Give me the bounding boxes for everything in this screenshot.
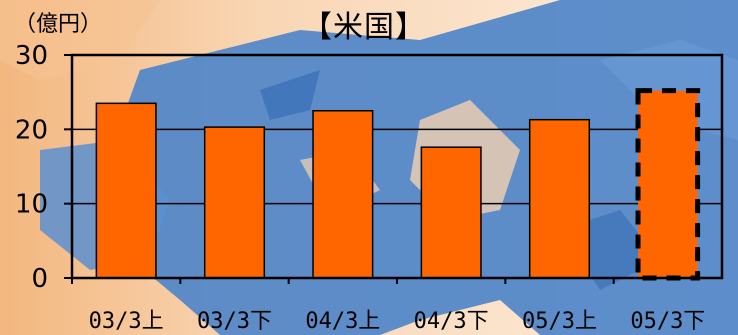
bar-projected — [635, 88, 701, 281]
x-tick-label: 04/3下 — [414, 309, 489, 334]
bar — [420, 146, 482, 279]
x-tick-label: 05/3上 — [522, 309, 597, 334]
y-tick-label: 10 — [15, 190, 48, 220]
bar — [312, 110, 374, 279]
bar — [203, 126, 266, 279]
y-tick-label: 30 — [15, 41, 48, 71]
x-tick-label: 03/3下 — [197, 309, 272, 334]
x-tick-label: 04/3上 — [305, 309, 380, 334]
x-tick-label: 03/3上 — [89, 309, 164, 334]
bar — [95, 102, 157, 279]
plot-frame — [70, 53, 724, 280]
chart-title: 【米国】 — [302, 10, 426, 45]
y-tick-label: 0 — [31, 264, 48, 294]
bar — [528, 118, 591, 279]
y-axis-unit-label: （億円） — [14, 12, 103, 37]
x-tick-label: 05/3下 — [630, 309, 705, 334]
y-tick-label: 20 — [15, 115, 48, 145]
